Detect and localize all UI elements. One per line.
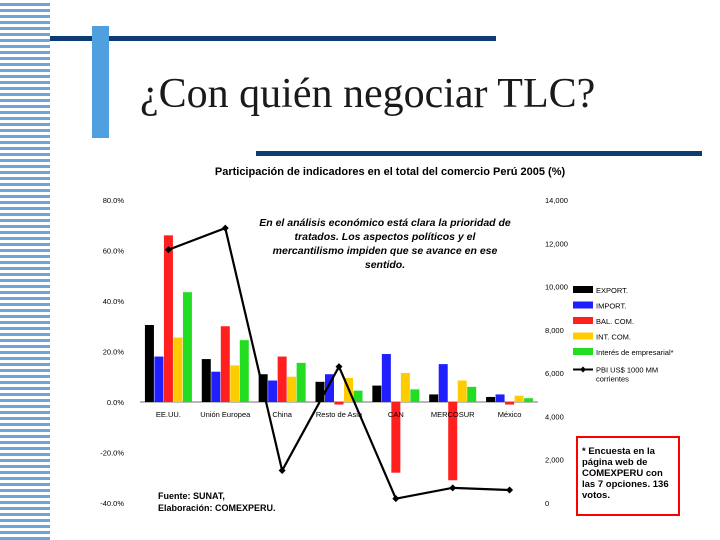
category-label: México (498, 410, 522, 419)
legend-label: PBI US$ 1000 MM (596, 366, 658, 375)
gdp-point (392, 495, 400, 503)
bar (514, 395, 524, 402)
bar (296, 362, 306, 402)
bar (163, 235, 173, 402)
source-text: Fuente: SUNAT, Elaboración: COMEXPERU. (158, 491, 276, 513)
legend-label: INT. COM. (596, 333, 631, 342)
bar (486, 396, 496, 402)
right-tick-label: 8,000 (545, 326, 564, 335)
bar (448, 402, 458, 481)
left-tick-label: 60.0% (103, 247, 125, 256)
bar (353, 390, 363, 402)
chart-title: Participación de indicadores en el total… (215, 166, 566, 178)
survey-note-text: * Encuesta en la página web de COMEXPERU… (582, 446, 669, 501)
annotation-line: mercantilismo impiden que se avance en e… (273, 245, 498, 257)
bar (391, 402, 401, 473)
category-label: MERCOSUR (431, 410, 475, 419)
bar (230, 365, 240, 402)
chart-legend: EXPORT. IMPORT. BAL. COM. INT. COM. Interés … (573, 286, 674, 384)
title-accent-block (92, 26, 109, 138)
right-tick-label: 4,000 (545, 412, 564, 421)
gdp-point (335, 363, 343, 371)
left-tick-label: 40.0% (103, 297, 125, 306)
bar (268, 380, 278, 402)
legend-label: IMPORT. (596, 302, 626, 311)
left-tick-label: -40.0% (100, 499, 124, 508)
right-axis: 0 2,000 4,000 6,000 8,000 10,000 12,000 14,000 (545, 196, 568, 508)
bar (438, 364, 448, 402)
bar (173, 337, 183, 402)
right-tick-label: 0 (545, 499, 549, 508)
category-label: CAN (388, 410, 404, 419)
legend-label: Interés de empresarial* (596, 348, 674, 357)
title-top-rule (50, 36, 496, 41)
credit-line: Elaboración: COMEXPERU. (158, 503, 276, 513)
right-tick-label: 10,000 (545, 283, 568, 292)
bar (410, 389, 420, 402)
legend-label: EXPORT. (596, 286, 628, 295)
bar-series (144, 235, 534, 481)
bar (211, 371, 221, 402)
bar (239, 340, 249, 402)
legend-label: BAL. COM. (596, 317, 634, 326)
bar (287, 376, 297, 402)
bar (315, 381, 325, 402)
bar (220, 326, 230, 402)
gdp-point (221, 224, 229, 232)
right-tick-label: 12,000 (545, 239, 568, 248)
bar (524, 398, 534, 402)
category-label: Resto de Asia (316, 410, 363, 419)
left-tick-label: 80.0% (103, 196, 125, 205)
left-axis: -40.0% -20.0% 0.0% 20.0% 40.0% 60.0% 80.0% (100, 196, 124, 508)
legend-label: corrientes (596, 375, 629, 384)
gdp-point (449, 484, 457, 492)
bar (277, 356, 287, 402)
slide-title: ¿Con quién negociar TLC? (140, 71, 596, 117)
legend-swatch (573, 317, 593, 324)
category-label: Unión Europea (200, 410, 251, 419)
slide-stripe-decoration (0, 0, 50, 540)
annotation-line: tratados. Los aspectos políticos y el (295, 231, 477, 243)
bar (372, 385, 382, 402)
annotation-line: sentido. (365, 259, 405, 271)
legend-swatch (573, 286, 593, 293)
bar (495, 394, 505, 402)
left-tick-label: 20.0% (103, 348, 125, 357)
bar (201, 359, 211, 402)
bar (334, 402, 344, 405)
title-bottom-rule (256, 151, 702, 156)
gdp-point (164, 246, 172, 254)
bar (467, 386, 477, 402)
left-tick-label: 0.0% (107, 398, 124, 407)
annotation-text: En el análisis económico está clara la p… (259, 217, 511, 271)
right-tick-label: 14,000 (545, 196, 568, 205)
legend-swatch (573, 348, 593, 355)
survey-note: * Encuesta en la página web de COMEXPERU… (576, 436, 680, 516)
legend-line-marker (580, 366, 586, 373)
bar (381, 354, 391, 402)
bar (457, 380, 467, 402)
gdp-points (164, 224, 514, 503)
bar (144, 324, 154, 402)
annotation-line: En el análisis económico está clara la p… (259, 217, 511, 229)
bar (325, 374, 334, 402)
legend-swatch (573, 332, 593, 340)
bar (400, 372, 410, 402)
category-label: China (272, 410, 292, 419)
source-line: Fuente: SUNAT, (158, 491, 225, 501)
gdp-point (278, 467, 286, 475)
bar (182, 292, 192, 402)
right-tick-label: 2,000 (545, 456, 564, 465)
bar (154, 356, 164, 402)
gdp-point (506, 486, 514, 494)
category-labels: EE.UU. Unión Europea China Resto de Asia CAN… (156, 410, 522, 419)
category-label: EE.UU. (156, 410, 181, 419)
left-tick-label: -20.0% (100, 449, 124, 458)
bar (429, 394, 439, 402)
bar (505, 402, 515, 405)
right-tick-label: 6,000 (545, 369, 564, 378)
legend-swatch (573, 301, 593, 309)
